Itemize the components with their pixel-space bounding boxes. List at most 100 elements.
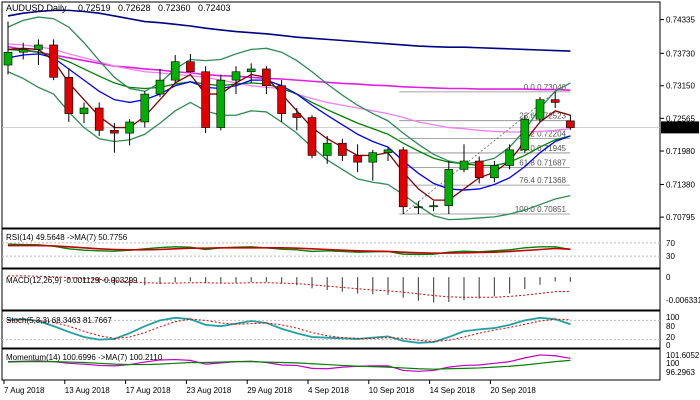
- candle-body[interactable]: [186, 61, 195, 73]
- candle-body[interactable]: [201, 71, 210, 128]
- candle-body[interactable]: [338, 142, 347, 156]
- price-axis-label: 0.71980: [666, 147, 695, 156]
- macd-axis-label: -0.006331: [666, 296, 700, 305]
- candle-body[interactable]: [277, 85, 286, 114]
- momentum-ma-line: [7, 359, 571, 370]
- header-ohlc-value: 0.72628: [118, 3, 151, 13]
- x-axis-label: 17 Aug 2018: [126, 386, 171, 395]
- candle-body[interactable]: [474, 160, 484, 179]
- candle-body[interactable]: [490, 165, 499, 179]
- fib-level-label: 61.8 0.71687: [519, 158, 566, 167]
- candle-body[interactable]: [414, 206, 423, 209]
- header-ohlc-value: 0.72360: [158, 3, 191, 13]
- x-axis-label: 7 Aug 2018: [4, 386, 45, 395]
- rsi-axis-label: 70: [666, 239, 675, 248]
- moving-average-line: [7, 53, 571, 191]
- momentum-line: [7, 354, 571, 372]
- rsi-line: [7, 243, 571, 256]
- candle-body[interactable]: [216, 79, 226, 128]
- moving-average-line: [7, 47, 571, 201]
- momentum-label: Momentum(14) 100.6996 ->MA(7) 100.2110: [6, 353, 163, 362]
- chart-symbol-title: AUDUSD,Daily: [6, 3, 67, 13]
- candle-body[interactable]: [79, 107, 89, 114]
- candle-body[interactable]: [292, 113, 302, 118]
- momentum-panel-frame: [1, 348, 661, 381]
- candle-body[interactable]: [34, 44, 43, 50]
- moving-average-line: [7, 48, 571, 167]
- fib-level-label: 38.2 0.72204: [519, 129, 566, 138]
- candle-body[interactable]: [550, 99, 560, 103]
- candle-body[interactable]: [307, 117, 317, 156]
- momentum-axis-label: 100: [666, 359, 680, 368]
- candle-body[interactable]: [520, 118, 530, 151]
- rsi-axis-label: 30: [666, 252, 675, 261]
- current-price-marker: [661, 121, 699, 134]
- candle-body[interactable]: [94, 107, 104, 131]
- x-axis-label: 13 Aug 2018: [65, 386, 110, 395]
- x-axis-label: 14 Sep 2018: [430, 386, 476, 395]
- x-axis-label: 10 Sep 2018: [369, 386, 415, 395]
- macd-panel-frame: [1, 268, 661, 311]
- candle-body[interactable]: [49, 44, 58, 78]
- fib-level-label: 50.0 0.71945: [519, 144, 566, 153]
- macd-label: MACD(12,26,9) -0.001129 -0.003299: [6, 276, 138, 285]
- fib-level-label: 0.0 0.73040: [524, 83, 567, 92]
- candle-body[interactable]: [368, 152, 378, 163]
- fib-level-label: 76.4 0.71368: [519, 176, 566, 185]
- price-axis-label: 0.72565: [666, 114, 695, 123]
- rsi-panel-frame: [1, 228, 661, 269]
- x-axis-label: 4 Sep 2018: [308, 386, 349, 395]
- candle-body[interactable]: [18, 49, 28, 53]
- candle-body[interactable]: [429, 205, 438, 208]
- rsi-label: RSI(14) 49.5648 ->MA(7) 50.7756: [6, 233, 128, 242]
- candle-body[interactable]: [170, 61, 180, 81]
- price-axis-label: 0.74335: [666, 16, 695, 25]
- stoch-axis-label: 20: [666, 333, 675, 342]
- candle-body[interactable]: [353, 155, 362, 163]
- momentum-axis-label: 101.6052: [666, 351, 700, 360]
- current-price-label: 0.72403: [664, 123, 693, 132]
- price-axis-label: 0.71380: [666, 180, 695, 189]
- candle-body[interactable]: [3, 51, 13, 66]
- x-axis-label: 23 Aug 2018: [186, 386, 231, 395]
- x-axis-label: 29 Aug 2018: [247, 386, 292, 395]
- candle-body[interactable]: [64, 77, 74, 114]
- stoch-panel-frame: [1, 310, 661, 349]
- macd-axis-label: 0: [666, 273, 671, 282]
- candle-body[interactable]: [140, 93, 150, 123]
- stoch-axis-label: 0: [666, 341, 671, 350]
- candle-body[interactable]: [231, 71, 241, 81]
- moving-average-line: [7, 71, 571, 221]
- candle-body[interactable]: [398, 149, 408, 208]
- candle-body[interactable]: [383, 149, 393, 153]
- candle-body[interactable]: [262, 68, 271, 87]
- candle-body[interactable]: [505, 149, 514, 166]
- rsi-ma-line: [8, 244, 571, 254]
- candle-body[interactable]: [566, 120, 575, 128]
- price-axis-label: 0.73150: [666, 82, 695, 91]
- price-axis-label: 0.73730: [666, 49, 695, 58]
- macd-signal-line: [8, 275, 571, 298]
- candle-body[interactable]: [125, 121, 134, 134]
- momentum-axis-label: 96.2963: [666, 368, 695, 377]
- candle-body[interactable]: [110, 130, 119, 134]
- fib-trend-line: [402, 91, 556, 215]
- price-axis-label: 0.70795: [666, 213, 695, 222]
- candle-body[interactable]: [459, 160, 469, 170]
- candle-body[interactable]: [535, 99, 545, 120]
- candle-body[interactable]: [155, 79, 165, 95]
- candle-body[interactable]: [246, 68, 256, 73]
- x-axis-label: 20 Sep 2018: [490, 386, 536, 395]
- header-ohlc-value: 0.72519: [78, 3, 111, 13]
- candle-body[interactable]: [322, 142, 332, 156]
- stoch-axis-label: 100: [666, 313, 680, 322]
- candle-body[interactable]: [444, 169, 454, 206]
- stoch-label: Stoch(5,3,3) 68.3463 81.7667: [6, 316, 112, 325]
- stoch-axis-label: 80: [666, 322, 675, 331]
- header-ohlc-value: 0.72403: [198, 3, 231, 13]
- stoch-k-line: [7, 316, 571, 344]
- price-panel-frame: [1, 1, 661, 229]
- stoch-d-line: [7, 318, 571, 343]
